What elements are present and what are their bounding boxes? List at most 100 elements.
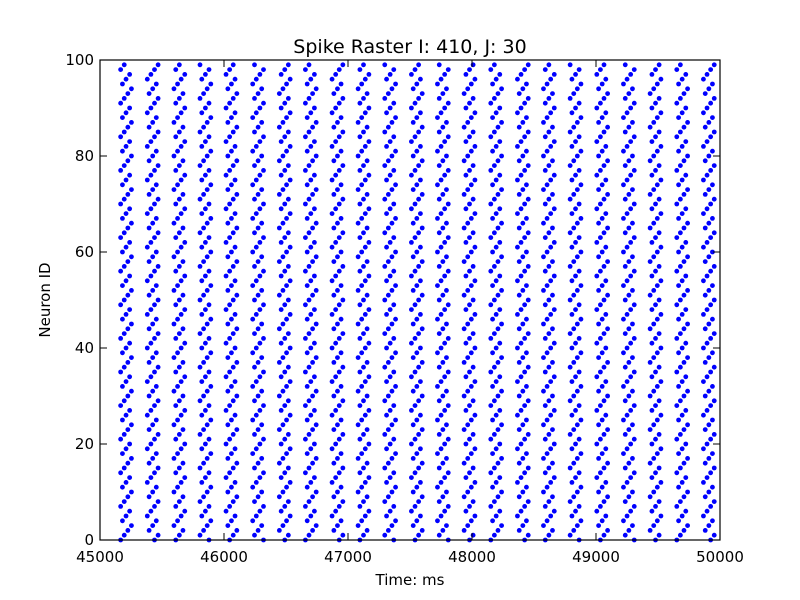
spike-point	[702, 393, 708, 399]
spike-point	[491, 230, 497, 236]
spike-point	[574, 422, 580, 428]
spike-point	[440, 460, 446, 466]
spike-point	[409, 441, 414, 447]
spike-point	[551, 340, 557, 346]
spike-point	[654, 148, 660, 154]
spike-point	[630, 86, 635, 92]
spike-point	[364, 427, 370, 432]
spike-point	[284, 518, 289, 524]
spike-point	[148, 307, 154, 312]
spike-point	[385, 393, 391, 399]
spike-point	[387, 240, 393, 245]
spike-point	[310, 427, 315, 432]
spike-point	[594, 139, 600, 145]
spike-point	[333, 508, 339, 514]
spike-point	[653, 336, 658, 341]
spike-point	[234, 124, 240, 130]
spike-point	[491, 432, 497, 437]
spike-point	[676, 249, 681, 255]
spike-point	[516, 494, 522, 500]
spike-point	[418, 110, 423, 116]
spike-point	[155, 398, 161, 404]
spike-point	[306, 163, 312, 169]
spike-point	[144, 177, 150, 183]
spike-point	[601, 297, 607, 303]
spike-point	[601, 398, 607, 404]
spike-point	[470, 230, 476, 236]
spike-point	[416, 230, 422, 236]
spike-point	[497, 307, 503, 312]
spike-point	[472, 345, 478, 351]
spike-point	[499, 254, 504, 260]
spike-point	[622, 499, 628, 504]
spike-point	[472, 446, 478, 452]
spike-point	[389, 288, 395, 293]
spike-point	[257, 72, 263, 77]
spike-point	[308, 480, 314, 485]
axis-ticks: 45000 46000 47000 48000 49000 500000204060801…	[65, 51, 744, 566]
spike-point	[711, 297, 717, 303]
spike-point	[463, 307, 469, 312]
spike-point	[711, 432, 717, 437]
spike-point	[257, 206, 263, 212]
spike-point	[331, 225, 337, 231]
spike-point	[223, 273, 229, 279]
spike-point	[596, 321, 601, 327]
spike-point	[364, 326, 370, 332]
spike-point	[679, 110, 685, 116]
spike-point	[601, 499, 607, 504]
spike-point	[436, 532, 442, 538]
spike-point	[542, 268, 548, 274]
spike-point	[706, 254, 712, 260]
spike-point	[445, 336, 451, 341]
spike-point	[229, 350, 234, 356]
spike-point	[438, 480, 444, 485]
spike-point	[542, 201, 548, 207]
spike-point	[711, 163, 717, 169]
spike-point	[674, 436, 680, 442]
spike-point	[515, 110, 520, 116]
spike-point	[518, 105, 524, 111]
spike-point	[520, 489, 526, 495]
spike-point	[409, 408, 414, 413]
spike-point	[710, 384, 715, 389]
spike-point	[497, 72, 503, 77]
spike-point	[336, 134, 342, 140]
spike-point	[257, 240, 263, 245]
spike-point	[525, 532, 531, 538]
spike-point	[621, 384, 626, 389]
spike-point	[435, 249, 440, 255]
spike-point	[603, 480, 609, 485]
spike-point	[387, 206, 393, 212]
spike-point	[495, 124, 501, 130]
spike-point	[125, 494, 131, 500]
spike-point	[227, 134, 233, 140]
spike-point	[551, 105, 557, 111]
spike-point	[282, 302, 288, 308]
spike-point	[230, 398, 236, 404]
spike-point	[601, 129, 607, 135]
spike-point	[357, 134, 363, 140]
spike-point	[569, 480, 575, 485]
spike-point	[525, 297, 531, 303]
spike-point	[118, 100, 124, 106]
spike-point	[438, 244, 444, 250]
spike-point	[548, 211, 554, 217]
spike-point	[596, 288, 601, 293]
spike-point	[412, 470, 418, 476]
spike-point	[304, 350, 310, 356]
spike-point	[435, 216, 440, 221]
spike-point	[551, 307, 557, 312]
spike-point	[548, 110, 554, 116]
spike-point	[412, 100, 418, 106]
spike-point	[706, 86, 712, 92]
spike-point	[468, 182, 474, 188]
spike-point	[255, 259, 261, 264]
spike-point	[679, 177, 685, 183]
spike-point	[364, 225, 370, 231]
spike-point	[438, 446, 444, 452]
spike-point	[522, 268, 528, 274]
spike-point	[389, 456, 395, 461]
spike-point	[681, 91, 687, 96]
spike-point	[603, 345, 609, 351]
